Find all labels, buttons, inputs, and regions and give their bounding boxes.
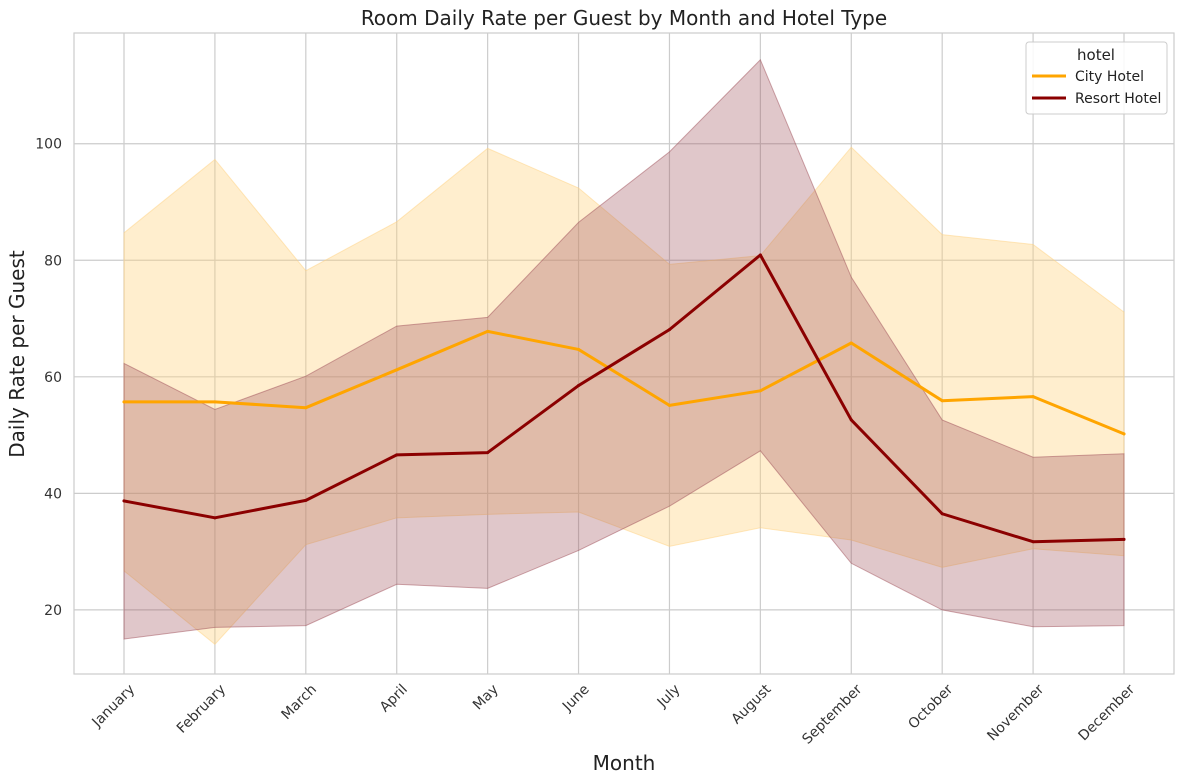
point-resort-hotel-february bbox=[213, 516, 217, 520]
x-tick-october: October bbox=[905, 681, 956, 732]
line-resort-hotel bbox=[122, 253, 1126, 544]
series-lines bbox=[122, 253, 1126, 544]
x-tick-august: August bbox=[729, 681, 775, 727]
y-tick-labels: 20 40 60 80 100 bbox=[35, 137, 62, 619]
point-city-hotel-december bbox=[1122, 432, 1126, 436]
x-tick-may: May bbox=[470, 682, 502, 714]
confidence-bands bbox=[123, 58, 1125, 645]
x-tick-november: November bbox=[984, 681, 1047, 744]
x-tick-june: June bbox=[559, 682, 593, 716]
point-resort-hotel-september bbox=[849, 418, 853, 422]
x-tick-april: April bbox=[377, 682, 411, 716]
x-tick-january: January bbox=[89, 682, 139, 732]
x-tick-september: September bbox=[799, 681, 865, 747]
y-axis-label: Daily Rate per Guest bbox=[5, 250, 29, 458]
line-city-hotel bbox=[122, 329, 1126, 436]
y-tick-40: 40 bbox=[44, 486, 62, 502]
legend-box bbox=[1025, 41, 1168, 115]
point-city-hotel-august bbox=[758, 389, 762, 393]
x-axis-label: Month bbox=[593, 751, 656, 775]
point-city-hotel-october bbox=[940, 399, 944, 403]
point-resort-hotel-august bbox=[758, 253, 762, 257]
chart-title: Room Daily Rate per Guest by Month and H… bbox=[361, 6, 887, 30]
point-resort-hotel-october bbox=[940, 512, 944, 516]
point-city-hotel-april bbox=[395, 368, 399, 372]
point-resort-hotel-march bbox=[304, 498, 308, 502]
y-tick-60: 60 bbox=[44, 370, 62, 386]
legend: hotel City Hotel Resort Hotel bbox=[1025, 41, 1168, 115]
legend-label-resort-hotel: Resort Hotel bbox=[1075, 91, 1161, 107]
x-tick-december: December bbox=[1075, 681, 1138, 744]
point-city-hotel-november bbox=[1031, 395, 1035, 399]
point-city-hotel-may bbox=[486, 329, 490, 333]
y-tick-100: 100 bbox=[35, 137, 62, 153]
point-resort-hotel-july bbox=[667, 328, 671, 332]
x-tick-march: March bbox=[278, 682, 319, 723]
point-city-hotel-september bbox=[849, 341, 853, 345]
point-resort-hotel-june bbox=[577, 384, 581, 388]
point-resort-hotel-may bbox=[486, 451, 490, 455]
point-resort-hotel-november bbox=[1031, 540, 1035, 544]
point-city-hotel-july bbox=[667, 403, 671, 407]
point-city-hotel-february bbox=[213, 400, 217, 404]
x-tick-july: July bbox=[654, 682, 684, 712]
legend-title: hotel bbox=[1077, 46, 1115, 64]
point-city-hotel-january bbox=[122, 400, 126, 404]
y-tick-20: 20 bbox=[44, 603, 62, 619]
point-resort-hotel-december bbox=[1122, 537, 1126, 541]
y-tick-80: 80 bbox=[44, 253, 62, 269]
point-city-hotel-june bbox=[577, 347, 581, 351]
point-resort-hotel-april bbox=[395, 453, 399, 457]
point-resort-hotel-january bbox=[122, 499, 126, 503]
x-tick-february: February bbox=[174, 682, 229, 737]
plot-area bbox=[73, 32, 1175, 675]
point-city-hotel-march bbox=[304, 406, 308, 410]
band-resort-hotel bbox=[123, 58, 1125, 640]
legend-label-city-hotel: City Hotel bbox=[1075, 69, 1144, 85]
x-tick-labels: January February March April May June July Augu… bbox=[89, 681, 1139, 747]
